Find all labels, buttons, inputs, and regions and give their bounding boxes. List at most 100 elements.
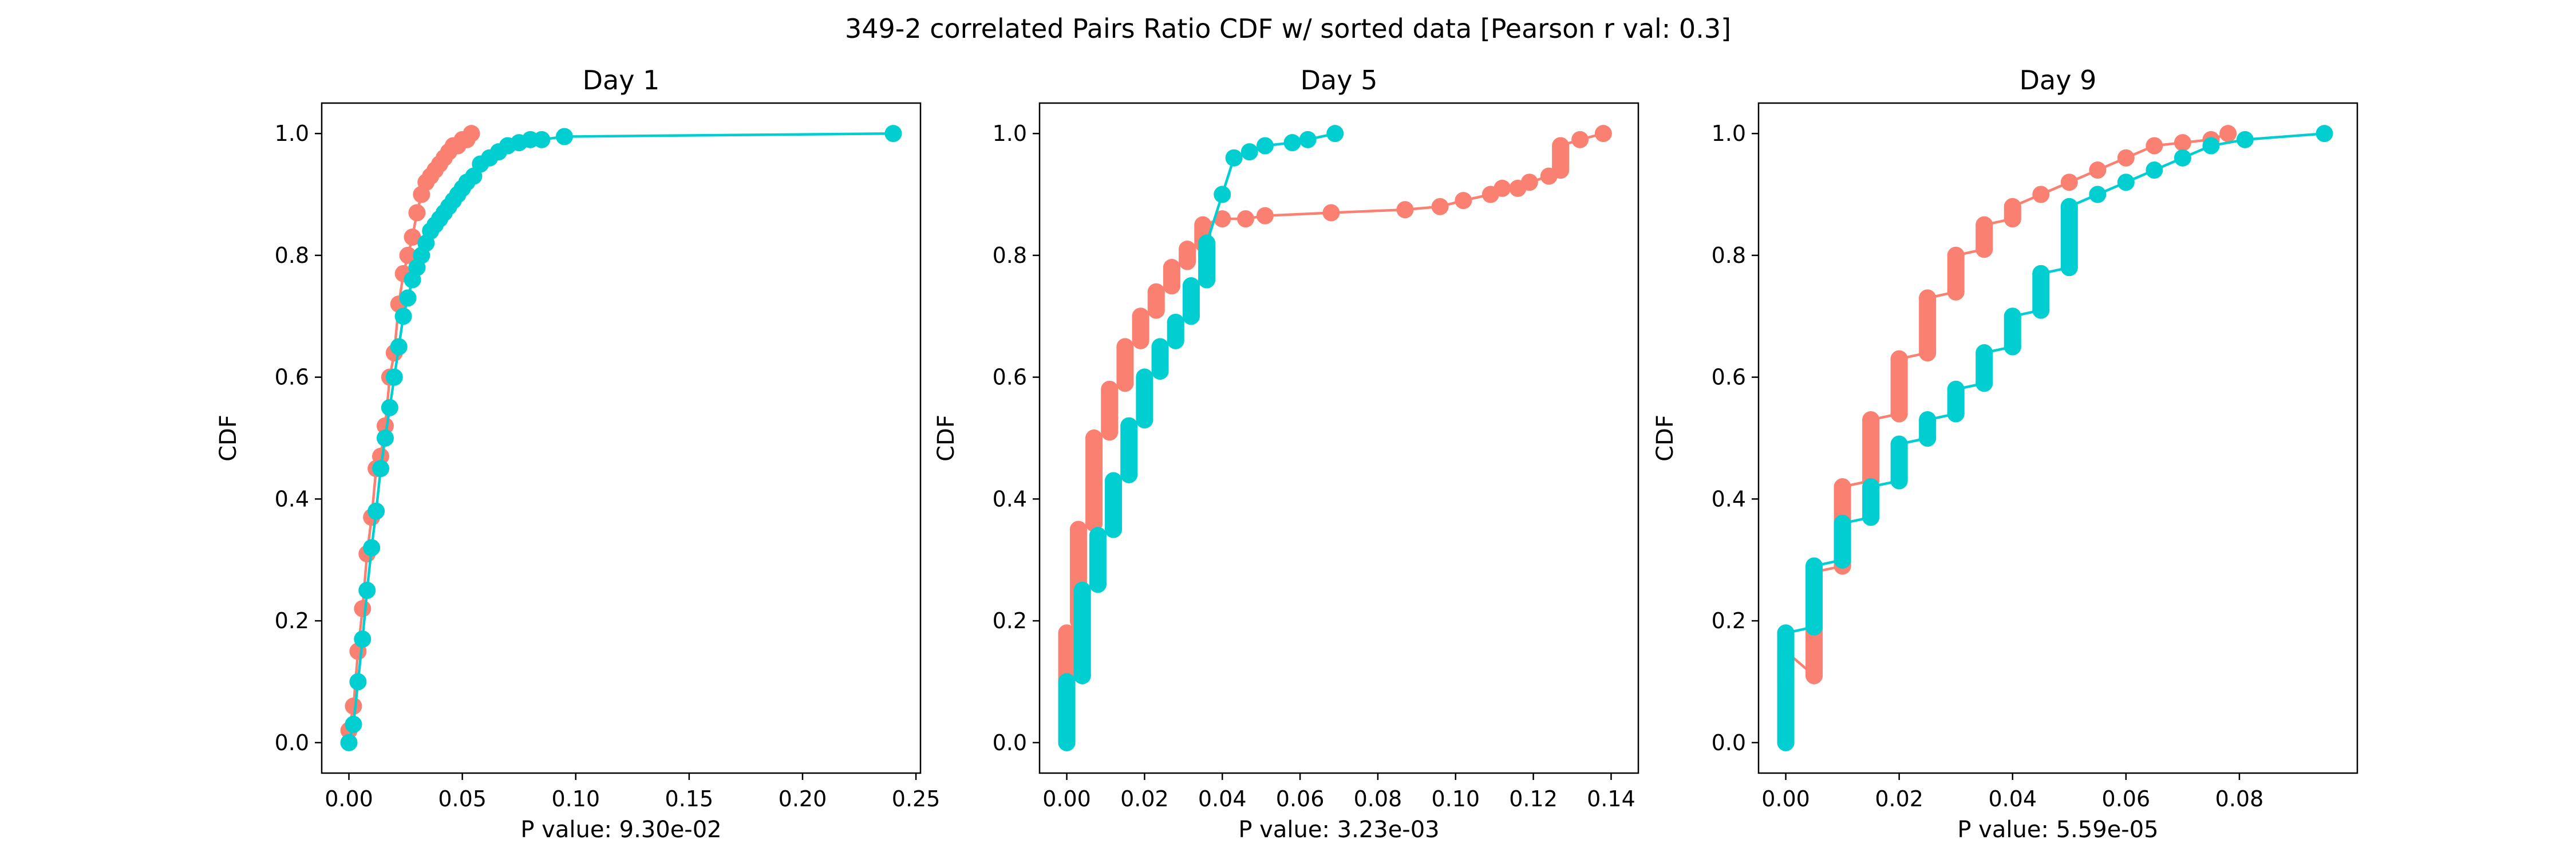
series-1-point bbox=[2174, 134, 2191, 152]
series-2-point bbox=[394, 308, 412, 325]
y-tick-label: 1.0 bbox=[1712, 121, 1746, 146]
y-tick-label: 0.8 bbox=[275, 243, 309, 268]
series-1-point bbox=[1179, 241, 1196, 258]
series-1-point bbox=[399, 246, 417, 264]
series-2-point bbox=[2146, 161, 2163, 179]
series-2-point bbox=[555, 128, 573, 145]
series-1-point bbox=[408, 204, 426, 222]
series-2-point bbox=[1120, 466, 1138, 483]
series-group bbox=[340, 125, 902, 751]
series-2-point bbox=[1214, 186, 1231, 203]
series-1-point bbox=[1834, 478, 1851, 496]
x-tick-label: 0.05 bbox=[438, 786, 487, 811]
series-2-point bbox=[349, 673, 367, 691]
series-1-point bbox=[1919, 344, 1937, 362]
series-1-point bbox=[354, 600, 372, 617]
series-2-point bbox=[376, 430, 394, 447]
series-2-point bbox=[1120, 417, 1138, 435]
series-1-point bbox=[1132, 332, 1149, 349]
series-1-point bbox=[1520, 174, 1538, 191]
series-1-point bbox=[2117, 149, 2135, 167]
series-2-point bbox=[1167, 332, 1184, 349]
panels: Day 1 0.00 0.05 0.10 0.15 0.20 0.25 0.0 0.2 0.4 0.… bbox=[215, 65, 2358, 843]
series-1-point bbox=[1552, 137, 1570, 155]
y-tick-label: 0.6 bbox=[993, 365, 1027, 390]
x-axis-label: P value: 9.30e-02 bbox=[520, 817, 721, 843]
x-tick-label: 0.06 bbox=[2102, 786, 2151, 811]
series-2-point bbox=[358, 581, 376, 599]
series-1-point bbox=[1455, 192, 1472, 210]
series-1-point bbox=[1494, 179, 1511, 197]
y-tick-label: 0.2 bbox=[275, 608, 309, 633]
y-axis-label: CDF bbox=[1652, 415, 1678, 462]
series-2-point bbox=[1058, 673, 1076, 691]
series-1-point bbox=[1163, 277, 1180, 295]
series-1-point bbox=[2032, 186, 2050, 203]
series-2-point bbox=[399, 289, 417, 307]
series-2-point bbox=[354, 631, 372, 648]
series-2-point bbox=[372, 460, 390, 478]
series-2-point bbox=[2089, 186, 2107, 203]
series-1-point bbox=[1256, 207, 1274, 224]
panel-3: Day 9 0.00 0.02 0.04 0.06 0.08 0.0 0.2 0.4 0.6 0.8… bbox=[1652, 65, 2358, 843]
series-2-point bbox=[1777, 734, 1795, 751]
series-2-point bbox=[1073, 581, 1091, 599]
series-2-point bbox=[1240, 143, 1258, 161]
series-2-point bbox=[2032, 301, 2050, 319]
series-1-point bbox=[1194, 216, 1212, 234]
series-2-point bbox=[340, 734, 358, 751]
series-1-point bbox=[372, 447, 390, 465]
series-2-point bbox=[1198, 234, 1216, 252]
series-2-point bbox=[1919, 430, 1937, 447]
series-1-point bbox=[1214, 210, 1231, 228]
x-tick-label: 0.15 bbox=[665, 786, 714, 811]
series-1-point bbox=[345, 698, 362, 715]
x-tick-label: 0.06 bbox=[1276, 786, 1325, 811]
series-1-point bbox=[1919, 289, 1937, 307]
series-2-point bbox=[1256, 137, 1274, 155]
series-2-point bbox=[1151, 338, 1169, 356]
series-2-point bbox=[1182, 308, 1200, 325]
series-1-point bbox=[1101, 380, 1119, 398]
y-tick-label: 1.0 bbox=[275, 121, 309, 146]
x-tick-label: 0.10 bbox=[551, 786, 600, 811]
series-2-point bbox=[385, 368, 403, 386]
series-1-point bbox=[1862, 411, 1880, 429]
series-2-point bbox=[2174, 149, 2191, 167]
series-1-point bbox=[404, 228, 421, 246]
panel-title: Day 9 bbox=[2020, 65, 2097, 96]
series-2-point bbox=[1890, 435, 1908, 453]
y-axis-label: CDF bbox=[215, 415, 242, 462]
series-1-point bbox=[1069, 521, 1087, 538]
series-2-point bbox=[2004, 338, 2021, 356]
series-1-point bbox=[1147, 301, 1165, 319]
series-2-point bbox=[884, 125, 902, 143]
series-2-point bbox=[1136, 411, 1153, 429]
series-1-point bbox=[376, 417, 394, 435]
series-2-point bbox=[390, 338, 408, 356]
panel-2: Day 5 0.00 0.02 0.04 0.06 0.08 0.10 0.12 0.14 0.0… bbox=[933, 65, 1639, 843]
y-tick-label: 0.8 bbox=[993, 243, 1027, 268]
y-tick-label: 1.0 bbox=[993, 121, 1027, 146]
x-axis-label: P value: 5.59e-05 bbox=[1957, 817, 2158, 843]
series-1-point bbox=[1132, 308, 1149, 325]
y-tick-label: 0.6 bbox=[275, 365, 309, 390]
y-tick-label: 0.2 bbox=[993, 608, 1027, 633]
series-2-point bbox=[345, 715, 362, 733]
series-group bbox=[1058, 125, 1612, 751]
y-tick-label: 0.8 bbox=[1712, 243, 1746, 268]
series-2-point bbox=[1326, 125, 1344, 143]
y-tick-label: 0.6 bbox=[1712, 365, 1746, 390]
series-2-point bbox=[1976, 344, 1993, 362]
series-1-point bbox=[1116, 375, 1134, 392]
series-2-point bbox=[1089, 527, 1107, 545]
series-2-point bbox=[2060, 198, 2078, 215]
series-1-point bbox=[1116, 338, 1134, 356]
series-2-point bbox=[1919, 411, 1937, 429]
y-tick-label: 0.0 bbox=[1712, 730, 1746, 755]
series-2-point bbox=[1299, 131, 1317, 148]
series-1-point bbox=[1085, 430, 1103, 447]
series-1-point bbox=[1947, 283, 1965, 301]
y-tick-label: 0.2 bbox=[1712, 608, 1746, 633]
series-2-point bbox=[1890, 472, 1908, 490]
